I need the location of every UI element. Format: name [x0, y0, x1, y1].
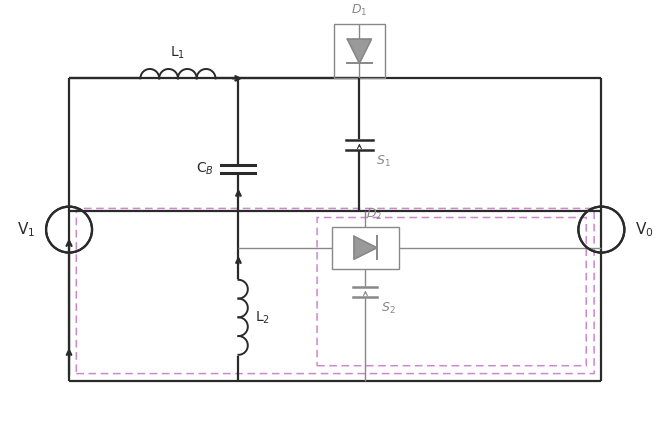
- Text: S$_2$: S$_2$: [380, 301, 395, 316]
- Text: C$_B$: C$_B$: [196, 161, 214, 177]
- Text: V$_1$: V$_1$: [17, 220, 36, 239]
- Bar: [334, 24, 385, 78]
- Text: D$_1$: D$_1$: [351, 3, 368, 18]
- Polygon shape: [347, 39, 372, 63]
- Text: L$_2$: L$_2$: [255, 309, 270, 326]
- Text: S$_1$: S$_1$: [376, 154, 391, 169]
- Text: D$_2$: D$_2$: [366, 207, 383, 222]
- Polygon shape: [354, 236, 377, 259]
- Bar: [332, 226, 399, 269]
- Text: V$_0$: V$_0$: [635, 220, 653, 239]
- Text: L$_1$: L$_1$: [170, 45, 186, 61]
